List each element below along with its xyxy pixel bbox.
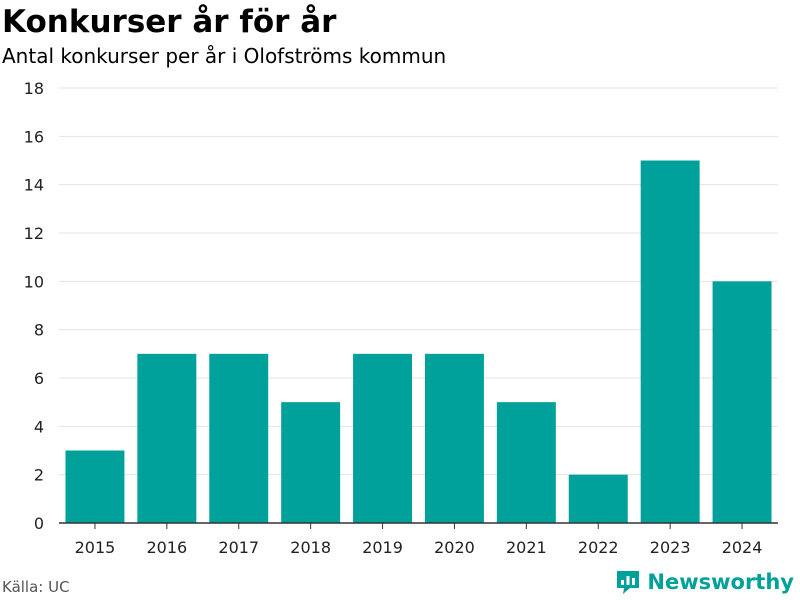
x-tick-label: 2015 bbox=[75, 538, 116, 557]
y-tick-label: 10 bbox=[24, 272, 44, 291]
bar bbox=[640, 160, 700, 523]
bar bbox=[137, 353, 197, 523]
bar bbox=[353, 353, 413, 523]
brand-logo: Newsworthy bbox=[615, 568, 794, 596]
y-tick-label: 14 bbox=[24, 176, 44, 195]
bar bbox=[209, 353, 269, 523]
y-tick-label: 2 bbox=[34, 466, 44, 485]
bar bbox=[568, 474, 628, 523]
y-tick-label: 6 bbox=[34, 369, 44, 388]
y-tick-label: 4 bbox=[34, 417, 44, 436]
y-tick-label: 8 bbox=[34, 321, 44, 340]
bar bbox=[712, 281, 772, 523]
brand-name: Newsworthy bbox=[647, 570, 794, 594]
x-tick-label: 2021 bbox=[506, 538, 547, 557]
x-tick-label: 2024 bbox=[722, 538, 763, 557]
axes bbox=[59, 522, 778, 529]
bar bbox=[424, 353, 484, 523]
bar bbox=[281, 402, 341, 523]
x-tick-label: 2016 bbox=[146, 538, 187, 557]
bar bbox=[496, 402, 556, 523]
y-tick-label: 0 bbox=[34, 514, 44, 533]
chart-subtitle: Antal konkurser per år i Olofströms komm… bbox=[2, 44, 447, 68]
x-tick-label: 2019 bbox=[362, 538, 403, 557]
y-tick-label: 16 bbox=[24, 127, 44, 146]
bars bbox=[65, 160, 772, 523]
y-tick-label: 12 bbox=[24, 224, 44, 243]
bar bbox=[65, 450, 125, 523]
x-tick-label: 2020 bbox=[434, 538, 475, 557]
newsworthy-icon bbox=[617, 571, 640, 594]
x-tick-label: 2023 bbox=[650, 538, 691, 557]
source-note: Källa: UC bbox=[2, 578, 70, 596]
x-tick-label: 2018 bbox=[290, 538, 331, 557]
x-tick-label: 2022 bbox=[578, 538, 619, 557]
chart-title: Konkurser år för år bbox=[2, 4, 337, 40]
y-tick-label: 18 bbox=[24, 79, 44, 98]
x-tick-label: 2017 bbox=[218, 538, 259, 557]
tick-labels: 0 2 4 6 8 10 12 14 16 18 2015 2016 2017 2018 2019 2020 2… bbox=[24, 79, 763, 557]
